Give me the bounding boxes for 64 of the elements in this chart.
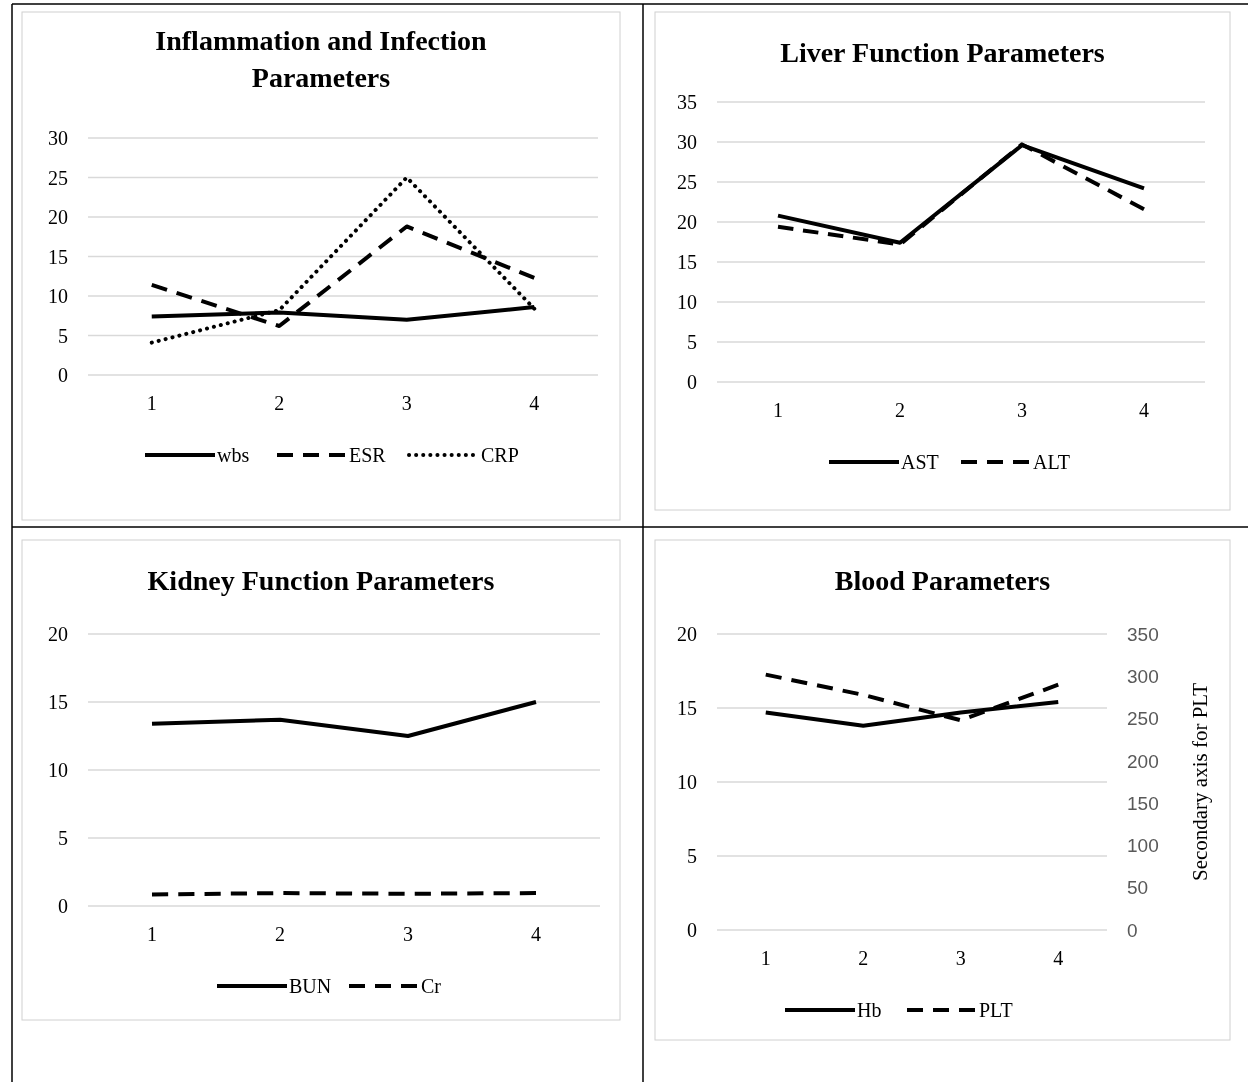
y2-tick-label: 50 <box>1127 877 1149 899</box>
legend-label: BUN <box>289 975 332 997</box>
legend-label: Cr <box>421 975 442 997</box>
x-tick-label: 4 <box>1139 399 1149 421</box>
y2-tick-label: 350 <box>1127 623 1159 645</box>
y2-tick-label: 250 <box>1127 708 1159 730</box>
x-tick-label: 4 <box>529 392 540 414</box>
y-tick-label: 5 <box>58 827 68 849</box>
y-tick-label: 15 <box>677 251 697 273</box>
x-tick-label: 1 <box>147 923 157 945</box>
x-tick-label: 1 <box>773 399 783 421</box>
y-tick-label: 15 <box>677 697 697 719</box>
y-tick-label: 10 <box>677 771 697 793</box>
y2-tick-label: 300 <box>1127 665 1159 687</box>
legend-label: ESR <box>349 444 387 466</box>
x-tick-label: 2 <box>858 947 869 969</box>
y-tick-label: 10 <box>48 285 68 307</box>
y-tick-label: 25 <box>677 171 697 193</box>
y-tick-label: 20 <box>48 206 68 228</box>
x-tick-label: 3 <box>403 923 413 945</box>
legend-label: ALT <box>1033 451 1071 473</box>
y-tick-label: 30 <box>48 127 68 149</box>
y-tick-label: 20 <box>677 623 697 645</box>
legend-label: AST <box>901 451 939 473</box>
x-tick-label: 4 <box>531 923 541 945</box>
y-tick-label: 35 <box>677 91 697 113</box>
y-tick-label: 10 <box>48 759 68 781</box>
legend-label: wbs <box>217 444 250 466</box>
y-tick-label: 0 <box>58 895 68 917</box>
chart-title: Inflammation and Infection Parameters <box>155 25 488 93</box>
y2-tick-label: 0 <box>1127 919 1138 941</box>
y-tick-label: 0 <box>687 371 697 393</box>
legend-label: PLT <box>979 999 1013 1021</box>
x-tick-label: 4 <box>1053 947 1064 969</box>
y-tick-label: 5 <box>687 331 697 353</box>
y-tick-label: 15 <box>48 245 68 268</box>
line-series <box>150 700 538 738</box>
y2-tick-label: 200 <box>1127 750 1159 772</box>
y-tick-label: 0 <box>58 364 68 386</box>
y2-axis-title: Secondary axis for PLT <box>1188 682 1212 882</box>
y-tick-label: 5 <box>687 845 697 867</box>
x-tick-label: 1 <box>146 392 157 414</box>
legend-label: Hb <box>857 999 882 1021</box>
chart-title: Kidney Function Parameters <box>147 565 495 596</box>
chart-title: Blood Parameters <box>834 565 1051 596</box>
chart-title: Liver Function Parameters <box>780 37 1105 68</box>
y-tick-label: 15 <box>48 691 68 713</box>
x-tick-label: 3 <box>955 947 966 969</box>
y-tick-label: 25 <box>48 166 68 189</box>
x-tick-label: 2 <box>274 392 285 414</box>
y2-tick-label: 150 <box>1127 792 1159 814</box>
x-tick-label: 1 <box>760 947 771 969</box>
x-tick-label: 2 <box>895 399 905 421</box>
y-tick-label: 20 <box>48 623 68 645</box>
y2-tick-label: 100 <box>1127 835 1159 857</box>
x-tick-label: 3 <box>1017 399 1027 421</box>
legend-label: CRP <box>481 444 519 466</box>
x-tick-label: 2 <box>275 923 285 945</box>
y-tick-label: 0 <box>687 919 697 941</box>
y-tick-label: 30 <box>677 131 697 153</box>
y-tick-label: 5 <box>58 324 68 347</box>
y-tick-label: 10 <box>677 291 697 313</box>
y-tick-label: 20 <box>677 211 697 233</box>
x-tick-label: 3 <box>401 392 412 414</box>
